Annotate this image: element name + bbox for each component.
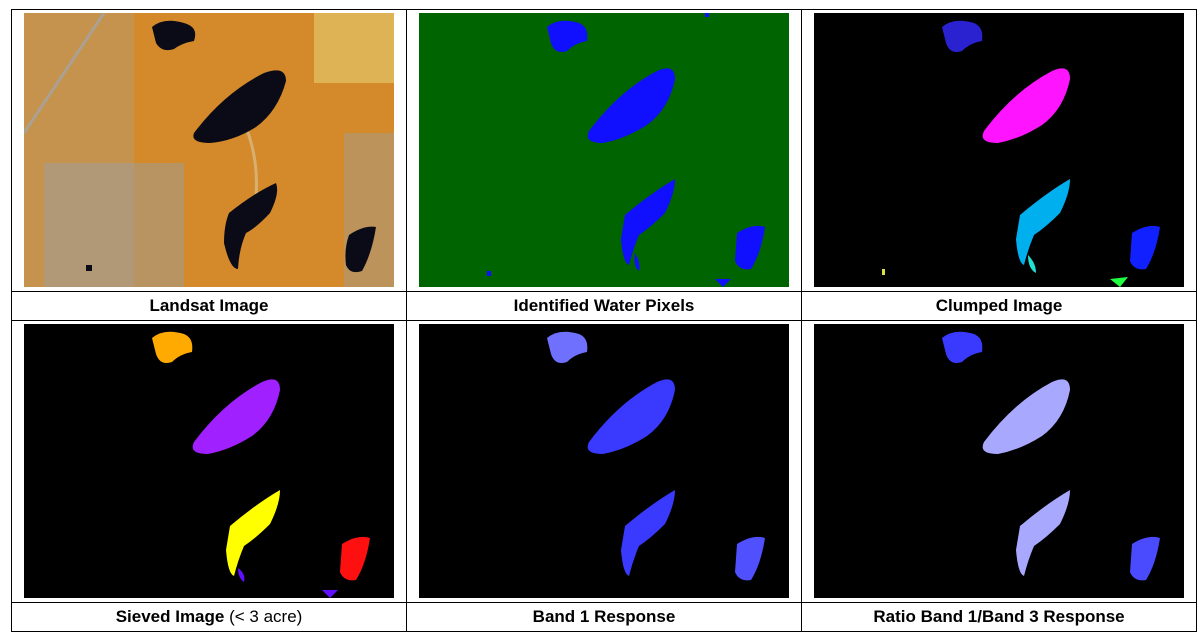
ratio-image-cell <box>801 319 1197 603</box>
water-pixels-image <box>419 13 789 288</box>
caption-water-pixels: Identified Water Pixels <box>406 290 802 321</box>
landsat-image <box>24 13 394 288</box>
image-row-top <box>11 9 1197 292</box>
clumped-image <box>814 13 1184 288</box>
caption-sieved: Sieved Image (< 3 acre) <box>11 601 407 632</box>
ratio-image <box>814 324 1184 599</box>
figure-table: Landsat Image Identified Water Pixels Cl… <box>11 9 1197 632</box>
caption-band1: Band 1 Response <box>406 601 802 632</box>
caption-row-bottom: Sieved Image (< 3 acre) Band 1 Response … <box>11 601 1197 632</box>
sieved-image-cell <box>11 319 407 603</box>
sieved-image <box>24 324 394 599</box>
caption-clumped: Clumped Image <box>801 290 1197 321</box>
landsat-image-cell <box>11 9 407 292</box>
caption-row-top: Landsat Image Identified Water Pixels Cl… <box>11 290 1197 321</box>
image-row-bottom <box>11 319 1197 603</box>
caption-ratio: Ratio Band 1/Band 3 Response <box>801 601 1197 632</box>
caption-landsat: Landsat Image <box>11 290 407 321</box>
band1-image-cell <box>406 319 802 603</box>
clumped-image-cell <box>801 9 1197 292</box>
water-pixels-cell <box>406 9 802 292</box>
band1-image <box>419 324 789 599</box>
